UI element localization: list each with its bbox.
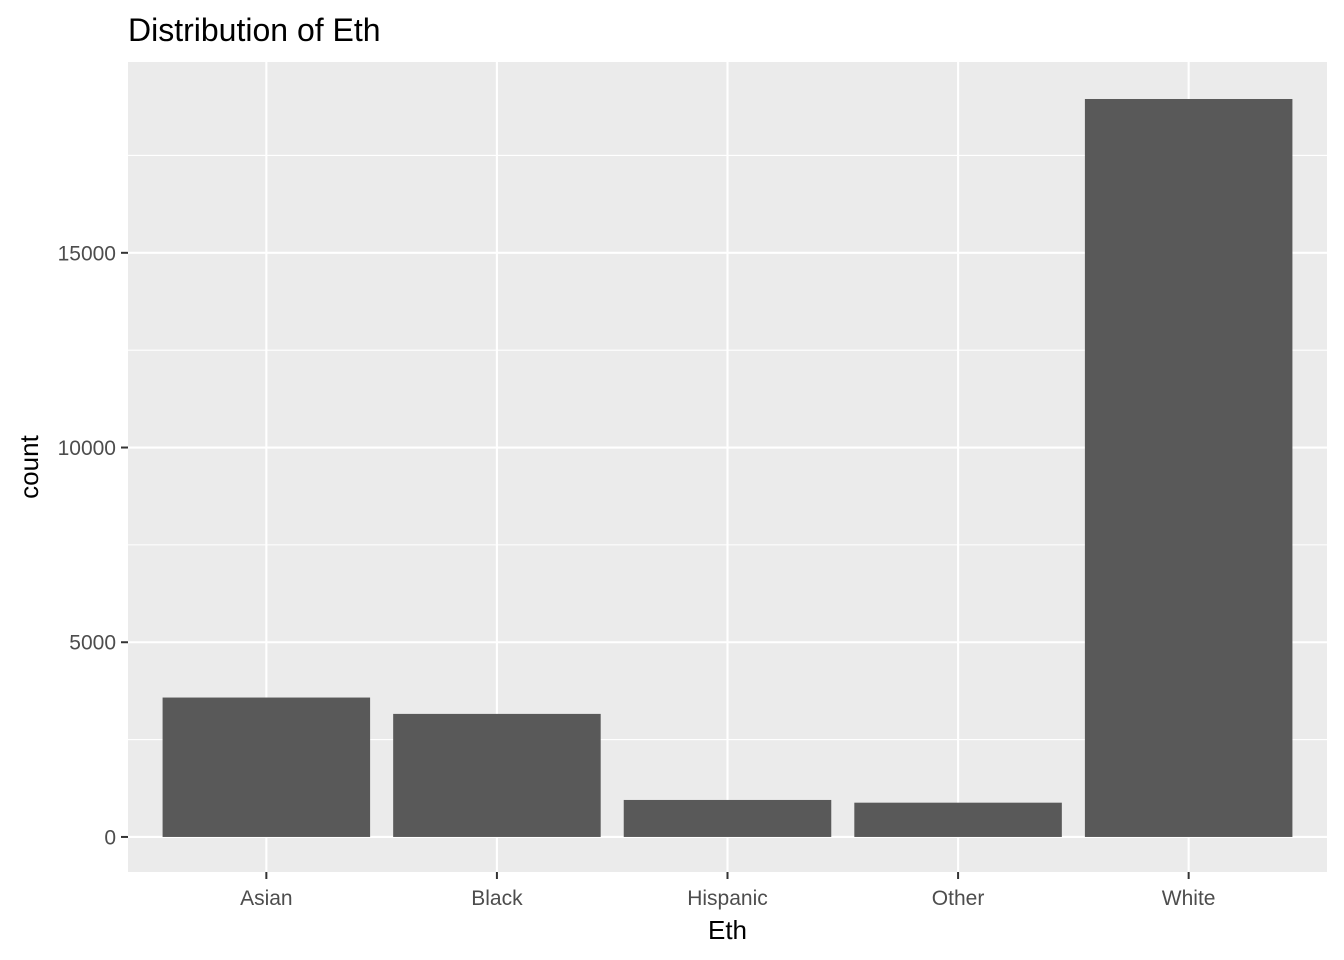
bar-other — [854, 802, 1062, 837]
x-axis-title: Eth — [708, 915, 747, 945]
y-tick-label: 15000 — [58, 242, 116, 265]
chart-title: Distribution of Eth — [128, 12, 381, 48]
x-tick-label: Black — [471, 887, 523, 910]
y-tick-label: 10000 — [58, 437, 116, 460]
x-tick-label: Other — [932, 887, 985, 910]
bar-hispanic — [623, 799, 832, 837]
x-tick-label: Hispanic — [687, 887, 768, 910]
bar-black — [393, 713, 601, 837]
y-tick-label: 5000 — [69, 632, 116, 655]
y-axis-title: count — [14, 434, 44, 498]
bars — [162, 98, 1293, 837]
y-axis: 0 5000 10000 15000 — [58, 242, 128, 849]
x-axis: Asian Black Hispanic Other White — [240, 872, 1215, 910]
x-tick-label: Asian — [240, 887, 293, 910]
x-tick-label: White — [1162, 887, 1216, 910]
bar-white — [1084, 98, 1293, 837]
y-tick-label: 0 — [104, 826, 116, 849]
bar-asian — [162, 697, 371, 837]
